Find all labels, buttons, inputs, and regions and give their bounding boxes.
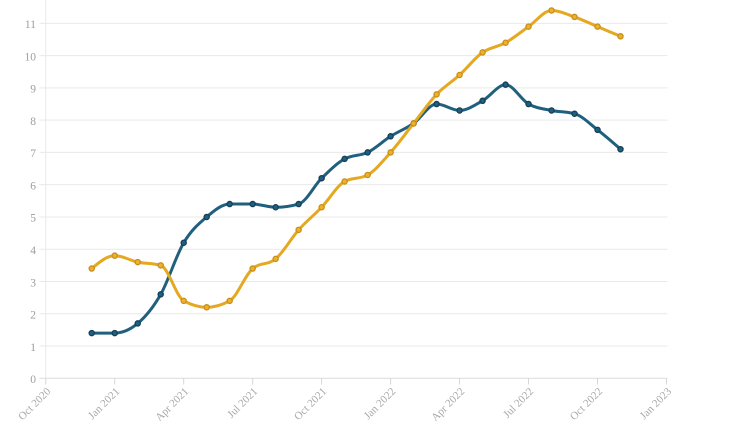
svg-text:5: 5	[30, 213, 36, 225]
svg-text:3: 3	[30, 277, 36, 289]
svg-text:7: 7	[30, 148, 36, 160]
svg-text:2: 2	[30, 310, 36, 322]
svg-text:10: 10	[25, 51, 37, 63]
svg-text:4: 4	[30, 245, 36, 257]
svg-text:11: 11	[25, 19, 36, 31]
svg-text:0: 0	[30, 374, 36, 386]
svg-text:6: 6	[30, 180, 36, 192]
svg-text:9: 9	[30, 84, 36, 96]
svg-text:1: 1	[30, 342, 36, 354]
svg-text:8: 8	[30, 116, 36, 128]
